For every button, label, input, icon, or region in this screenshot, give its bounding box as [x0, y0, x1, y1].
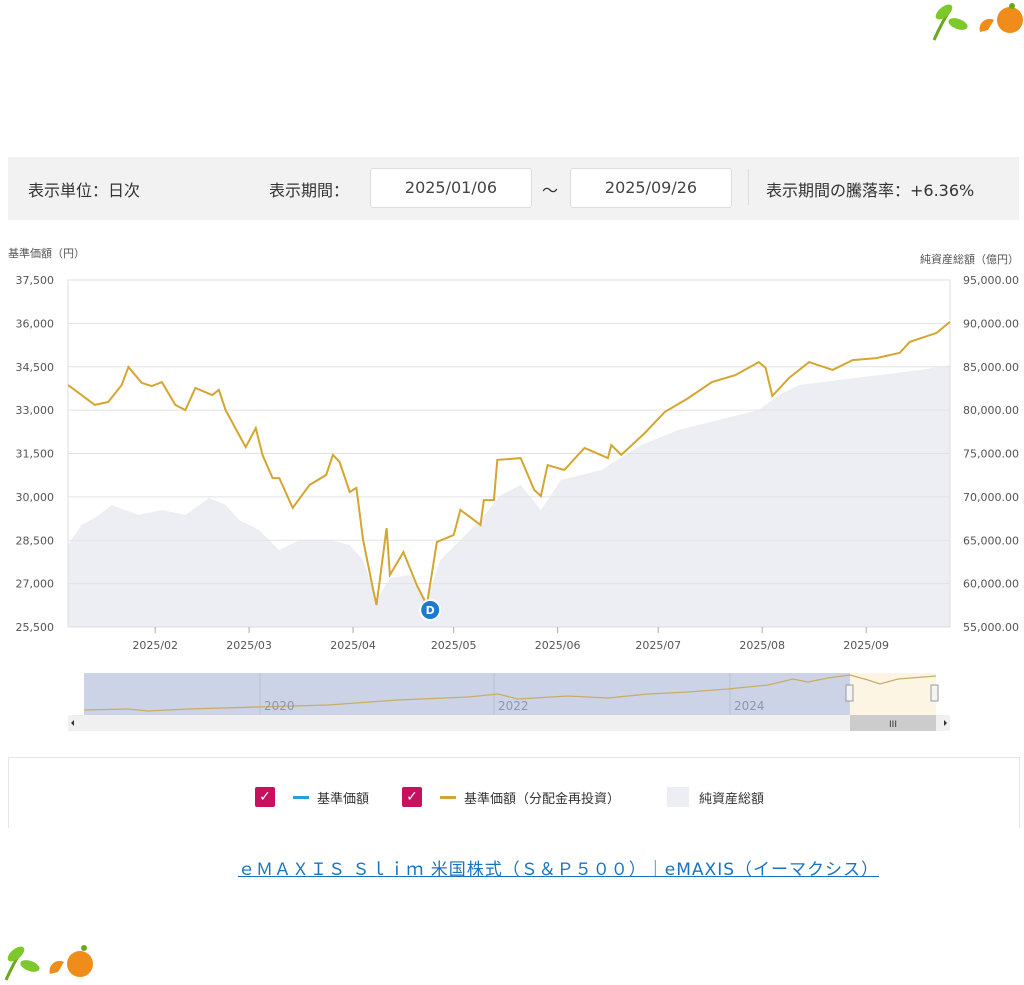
start-date-input[interactable]: 2025/01/06 [370, 168, 532, 208]
scrollbar-thumb[interactable] [850, 715, 936, 731]
legend-swatch-nav [293, 796, 309, 799]
y-tick-right: 70,000.00 [963, 491, 1019, 504]
y-tick-right: 85,000.00 [963, 361, 1019, 374]
y-tick-right: 60,000.00 [963, 578, 1019, 591]
plot-border [67, 279, 951, 628]
y-tick-left: 34,500 [16, 361, 55, 374]
x-tick-label: 2025/07 [635, 639, 681, 652]
scrollbar-grip: III [889, 720, 897, 730]
scroll-left-arrow-icon[interactable] [71, 720, 74, 726]
x-tick-label: 2025/08 [739, 639, 785, 652]
y-tick-right: 65,000.00 [963, 534, 1019, 547]
y-tick-right: 55,000.00 [963, 621, 1019, 634]
x-tick-label: 2025/02 [132, 639, 178, 652]
y-tick-left: 33,000 [16, 404, 55, 417]
legend-checkbox-nav-reinvested[interactable]: ✓ [402, 787, 422, 807]
display-unit-label: 表示単位：日次 [28, 181, 141, 200]
legend-swatch-net-assets [667, 787, 689, 807]
y-tick-left: 36,000 [16, 317, 55, 330]
y-tick-left: 25,500 [16, 621, 55, 634]
nav-reinvested-line [67, 321, 951, 609]
dividend-marker[interactable] [419, 599, 442, 621]
price-chart: 37,500 95,000.00 36,000 90,000.00 34,500 85,0… [16, 274, 1020, 652]
leaf-orange-logo [932, 3, 1023, 41]
navigator-line [83, 674, 937, 712]
chart-toolbar: 表示単位：日次 表示期間： 2025/01/06 ～ 2025/09/26 表示… [8, 157, 1019, 220]
legend-checkbox-nav[interactable]: ✓ [255, 787, 275, 807]
divider [748, 169, 749, 205]
y-tick-right: 90,000.00 [963, 317, 1019, 330]
period-label: 表示期間： [269, 181, 350, 200]
legend-label-nav-reinvested[interactable]: 基準価額（分配金再投資） [464, 792, 621, 807]
right-axis-title: 純資産総額（億円） [920, 253, 1019, 266]
left-axis-title: 基準価額（円） [8, 247, 85, 260]
navigator-left-handle[interactable] [845, 684, 854, 702]
legend-swatch-nav-reinvested [440, 796, 456, 799]
y-tick-left: 28,500 [16, 534, 55, 547]
net-assets-area [68, 365, 950, 627]
leaf-orange-logo [4, 945, 93, 981]
y-tick-right: 95,000.00 [963, 274, 1019, 287]
y-tick-right: 75,000.00 [963, 448, 1019, 461]
legend: ✓ 基準価額 ✓ 基準価額（分配金再投資） 純資産総額 [8, 757, 1020, 828]
x-tick-label: 2025/06 [535, 639, 581, 652]
tilde-separator: ～ [542, 181, 559, 200]
end-date-input[interactable]: 2025/09/26 [570, 168, 732, 208]
x-tick-label: 2025/05 [431, 639, 477, 652]
emaxis-fund-link[interactable]: ｅＭＡＸＩＳ Ｓｌｉｍ 米国株式（Ｓ＆Ｐ５００）｜eMAXIS（イーマクシス） [238, 860, 880, 880]
y-tick-left: 27,000 [16, 578, 55, 591]
x-tick-label: 2025/09 [843, 639, 889, 652]
x-tick-label: 2025/04 [330, 639, 376, 652]
navigator-label: 2022 [498, 699, 529, 713]
legend-label-net-assets[interactable]: 純資産総額 [699, 792, 765, 807]
y-tick-left: 31,500 [16, 448, 55, 461]
period-change-rate: 表示期間の騰落率：+6.36% [766, 181, 975, 200]
y-tick-left: 30,000 [16, 491, 55, 504]
dividend-marker-label: D [426, 604, 435, 617]
y-tick-right: 80,000.00 [963, 404, 1019, 417]
navigator-selected-range[interactable] [850, 673, 936, 715]
navigator[interactable]: 2020 2022 2024 III [68, 672, 950, 732]
navigator-label: 2020 [264, 699, 295, 713]
scrollbar-track[interactable] [68, 715, 950, 731]
navigator-right-handle[interactable] [930, 684, 939, 702]
legend-label-nav[interactable]: 基準価額 [317, 792, 370, 807]
y-tick-left: 37,500 [16, 274, 55, 287]
scroll-right-arrow-icon[interactable] [944, 720, 947, 726]
navigator-label: 2024 [734, 699, 765, 713]
x-tick-label: 2025/03 [226, 639, 272, 652]
